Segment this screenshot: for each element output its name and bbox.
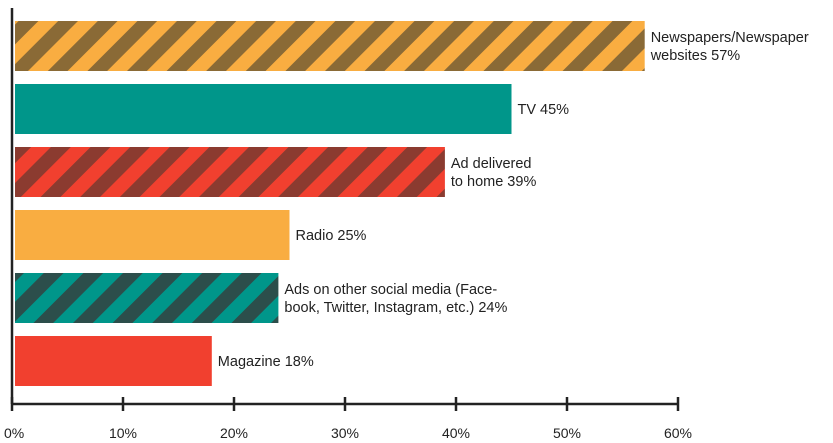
bar-label-1: Newspapers/Newspaper websites 57% — [650, 30, 809, 64]
bar-label-2: TV 45% — [518, 102, 570, 118]
x-tick-label-50: 50% — [553, 425, 581, 441]
x-tick-label-40: 40% — [442, 425, 470, 441]
bar-labels-layer: Newspapers/Newspaper websites 57% TV 45% Ad… — [218, 30, 809, 370]
bar-1 — [15, 21, 645, 71]
bar-label-6: Magazine 18% — [218, 354, 314, 370]
bar-4 — [15, 210, 290, 260]
x-tick-label-0: 0% — [4, 425, 24, 441]
bar-2 — [15, 84, 512, 134]
axes: 0% 10% 20% 30% 40% 50% 60% — [4, 8, 692, 441]
bar-3 — [15, 147, 445, 197]
x-tick-label-60: 60% — [664, 425, 692, 441]
x-tick-label-10: 10% — [109, 425, 137, 441]
x-tick-label-20: 20% — [220, 425, 248, 441]
bars-layer — [15, 21, 645, 386]
bar-label-4: Radio 25% — [296, 228, 367, 244]
bar-label-5: Ads on other social media (Face-book, Tw… — [284, 282, 507, 316]
bar-6 — [15, 336, 212, 386]
bar-5 — [15, 273, 279, 323]
bar-label-3: Ad delivered to home 39% — [451, 156, 537, 190]
x-tick-label-30: 30% — [331, 425, 359, 441]
